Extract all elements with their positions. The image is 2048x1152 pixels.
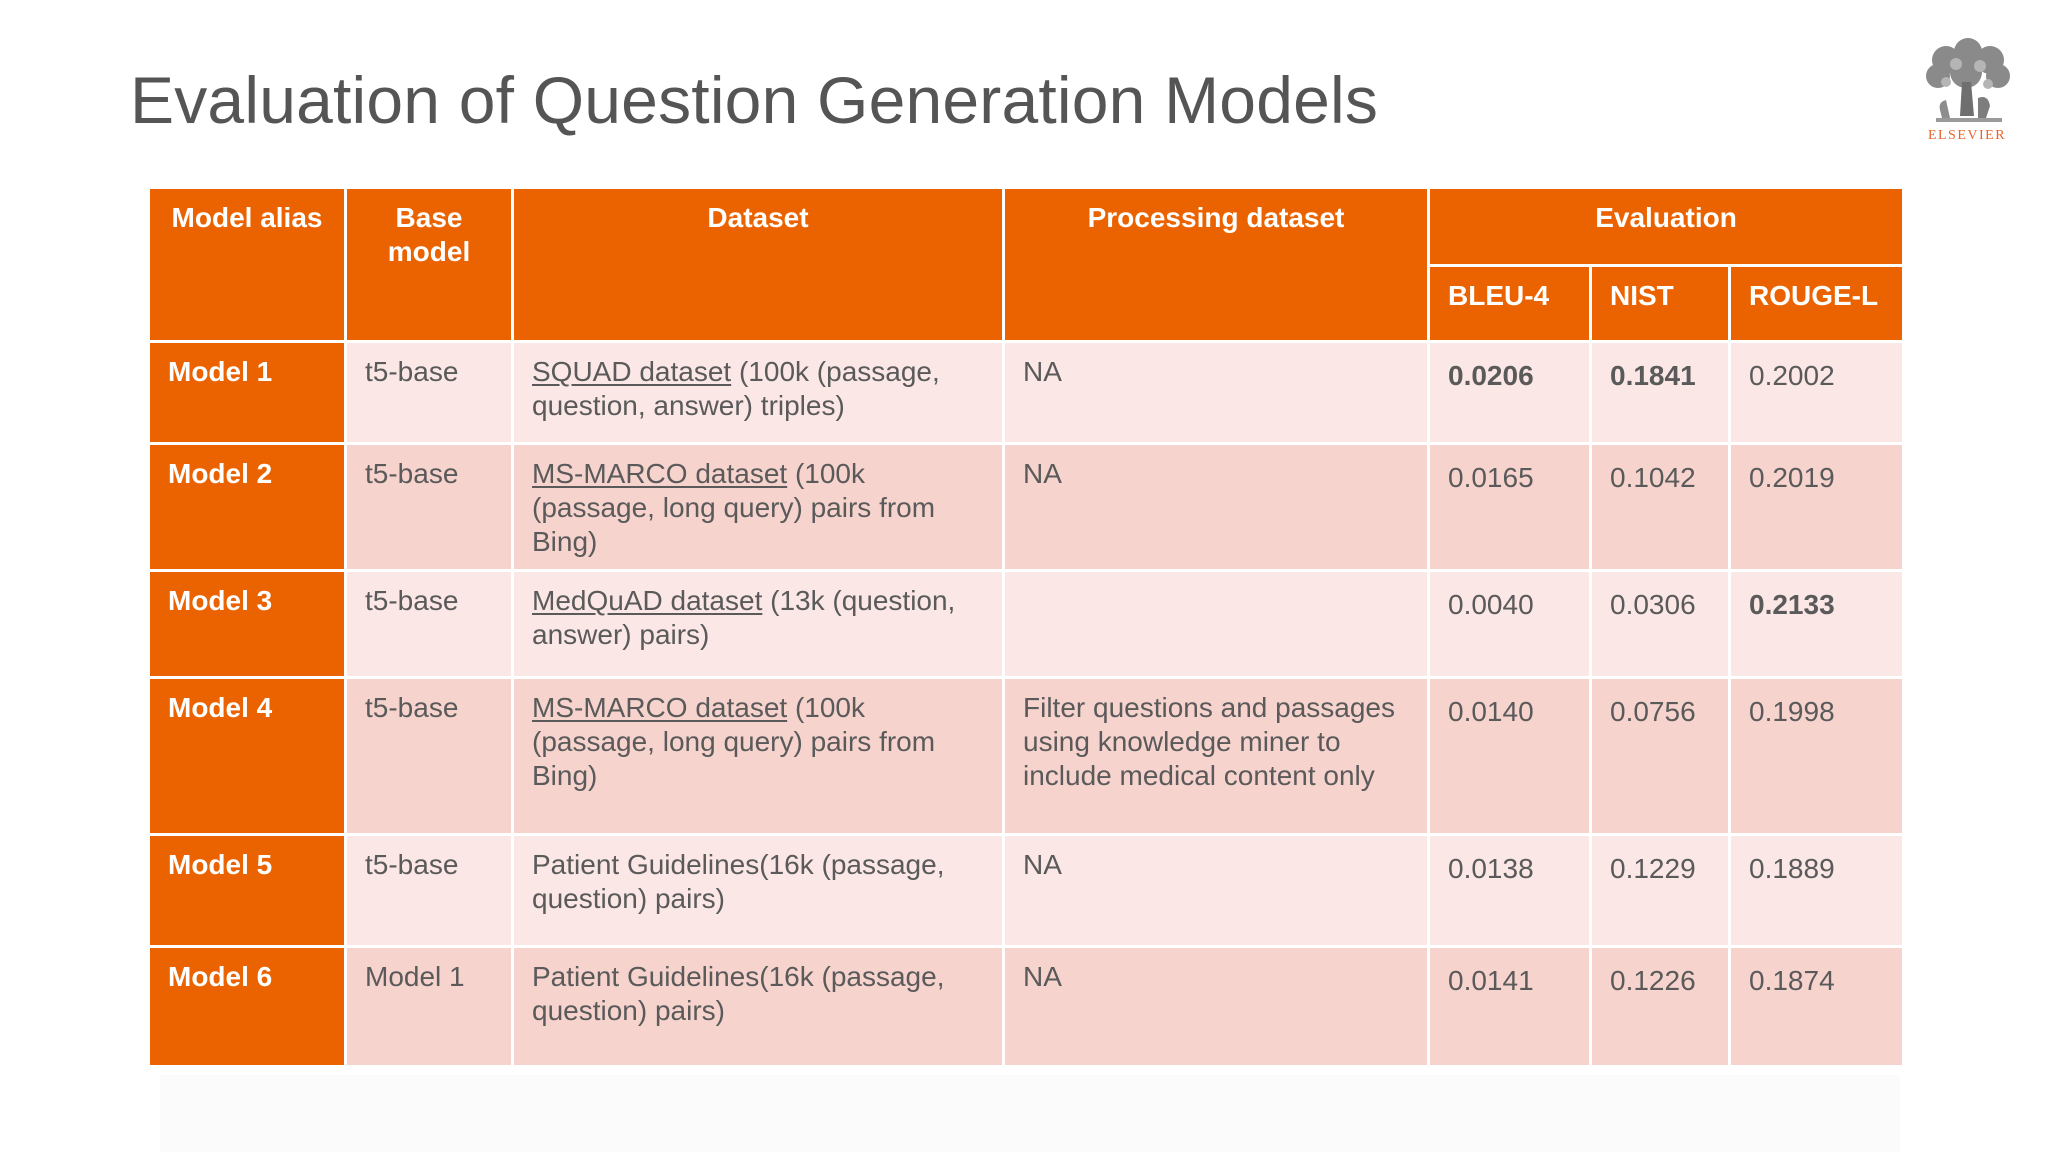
dataset-description: (100k (passage, long query) pairs from B… <box>532 692 936 791</box>
dataset-cell: MedQuAD dataset (13k (question, answer) … <box>511 569 1005 679</box>
nist-cell: 0.1042 <box>1589 442 1731 572</box>
header-rouge-l: ROUGE-L <box>1727 264 1906 343</box>
base-model-cell: t5-base <box>344 340 514 445</box>
bleu4-cell: 0.0141 <box>1427 945 1592 1068</box>
processing-cell: Filter questions and passages using know… <box>1002 676 1430 836</box>
base-model-cell: Model 1 <box>344 945 514 1068</box>
dataset-description: (100k (passage, long query) pairs from B… <box>532 458 936 557</box>
rouge-l-cell: 0.2002 <box>1727 340 1906 445</box>
nist-cell: 0.0756 <box>1589 676 1731 836</box>
dataset-cell: SQUAD dataset (100k (passage, question, … <box>511 340 1005 445</box>
processing-cell <box>1002 569 1430 679</box>
processing-cell: NA <box>1002 340 1430 445</box>
dataset-cell: MS-MARCO dataset (100k (passage, long qu… <box>511 442 1005 572</box>
bleu4-cell: 0.0138 <box>1427 833 1592 948</box>
base-model-cell: t5-base <box>344 569 514 679</box>
base-model-cell: t5-base <box>344 833 514 948</box>
bleu4-cell: 0.0040 <box>1427 569 1592 679</box>
model-alias-cell: Model 4 <box>147 676 347 836</box>
base-model-cell: t5-base <box>344 442 514 572</box>
rouge-l-cell: 0.1998 <box>1727 676 1906 836</box>
elsevier-logo: ELSEVIER <box>1916 38 2018 148</box>
processing-cell: NA <box>1002 833 1430 948</box>
table-row: Model 4 t5-base MS-MARCO dataset (100k (… <box>147 676 1906 836</box>
header-bleu4: BLEU-4 <box>1427 264 1592 343</box>
dataset-link[interactable]: MS-MARCO dataset <box>532 458 788 489</box>
table-row: Model 5 t5-base Patient Guidelines(16k (… <box>147 833 1906 948</box>
rouge-l-cell: 0.1889 <box>1727 833 1906 948</box>
table-row: Model 1 t5-base SQUAD dataset (100k (pas… <box>147 340 1906 445</box>
rouge-l-cell: 0.1874 <box>1727 945 1906 1068</box>
dataset-description: Patient Guidelines(16k (passage, questio… <box>532 849 945 914</box>
model-alias-cell: Model 1 <box>147 340 347 445</box>
bleu4-cell: 0.0165 <box>1427 442 1592 572</box>
model-alias-cell: Model 5 <box>147 833 347 948</box>
header-nist: NIST <box>1589 264 1731 343</box>
elsevier-tree-icon <box>1916 38 2018 126</box>
elsevier-wordmark: ELSEVIER <box>1927 128 2007 143</box>
dataset-cell: MS-MARCO dataset (100k (passage, long qu… <box>511 676 1005 836</box>
table-row: Model 6 Model 1 Patient Guidelines(16k (… <box>147 945 1906 1068</box>
nist-cell: 0.0306 <box>1589 569 1731 679</box>
processing-cell: NA <box>1002 945 1430 1068</box>
dataset-link[interactable]: MedQuAD dataset <box>532 585 763 616</box>
dataset-description: (13k (question, answer) pairs) <box>532 585 956 650</box>
rouge-l-cell: 0.2133 <box>1727 569 1906 679</box>
footer-band <box>160 1075 1900 1152</box>
header-model-alias: Model alias <box>147 186 347 343</box>
dataset-description: Patient Guidelines(16k (passage, questio… <box>532 961 945 1026</box>
header-processing-dataset: Processing dataset <box>1002 186 1430 343</box>
dataset-cell: Patient Guidelines(16k (passage, questio… <box>511 833 1005 948</box>
nist-cell: 0.1229 <box>1589 833 1731 948</box>
table-row: Model 3 t5-base MedQuAD dataset (13k (qu… <box>147 569 1906 679</box>
rouge-l-cell: 0.2019 <box>1727 442 1906 572</box>
base-model-cell: t5-base <box>344 676 514 836</box>
table-row: Model 2 t5-base MS-MARCO dataset (100k (… <box>147 442 1906 572</box>
model-alias-cell: Model 6 <box>147 945 347 1068</box>
dataset-link[interactable]: SQUAD dataset <box>532 356 732 387</box>
nist-cell: 0.1226 <box>1589 945 1731 1068</box>
dataset-link[interactable]: MS-MARCO dataset <box>532 692 788 723</box>
bleu4-cell: 0.0140 <box>1427 676 1592 836</box>
header-dataset: Dataset <box>511 186 1005 343</box>
header-base-model: Base model <box>344 186 514 343</box>
nist-cell: 0.1841 <box>1589 340 1731 445</box>
model-alias-cell: Model 3 <box>147 569 347 679</box>
bleu4-cell: 0.0206 <box>1427 340 1592 445</box>
slide-title: Evaluation of Question Generation Models <box>130 63 1379 137</box>
processing-cell: NA <box>1002 442 1430 572</box>
evaluation-table: Model alias Base model Dataset Processin… <box>147 186 1906 1068</box>
header-evaluation: Evaluation <box>1426 186 1906 267</box>
dataset-description: (100k (passage, question, answer) triple… <box>532 356 940 421</box>
model-alias-cell: Model 2 <box>147 442 347 572</box>
dataset-cell: Patient Guidelines(16k (passage, questio… <box>511 945 1005 1068</box>
